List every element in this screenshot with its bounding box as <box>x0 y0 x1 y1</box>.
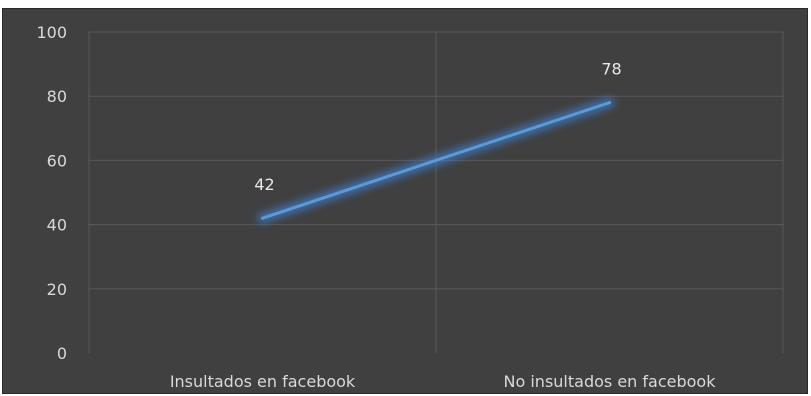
y-tick-label: 80 <box>47 87 67 106</box>
series-line-group <box>257 97 615 224</box>
data-labels: 42 78 <box>254 60 621 195</box>
x-category-label: Insultados en facebook <box>170 372 356 391</box>
y-tick-label: 100 <box>36 23 67 42</box>
data-point <box>608 101 611 105</box>
x-category-label: No insultados en facebook <box>504 372 717 391</box>
y-axis: 0 20 40 60 80 100 <box>36 23 67 363</box>
y-tick-label: 0 <box>57 344 67 363</box>
line-chart: 0 20 40 60 80 100 Insultados en facebook No in… <box>36 23 784 391</box>
y-tick-label: 60 <box>47 151 67 170</box>
data-label: 42 <box>254 175 274 194</box>
plot-area <box>88 31 784 353</box>
y-tick-label: 20 <box>47 280 67 299</box>
x-axis: Insultados en facebook No insultados en f… <box>170 372 716 391</box>
gridlines <box>88 31 784 353</box>
y-tick-label: 40 <box>47 216 67 235</box>
data-point <box>261 216 264 220</box>
chart-frame: 0 20 40 60 80 100 Insultados en facebook No in… <box>2 8 808 394</box>
series-line <box>261 101 611 220</box>
data-label: 78 <box>601 60 621 79</box>
